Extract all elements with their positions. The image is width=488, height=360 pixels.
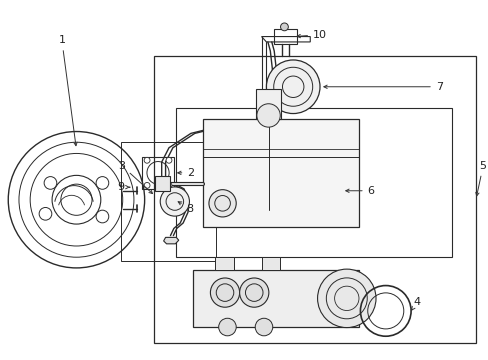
Text: 2: 2 bbox=[177, 168, 194, 178]
Circle shape bbox=[160, 187, 189, 216]
Text: 8: 8 bbox=[178, 202, 193, 214]
Bar bbox=[215, 257, 233, 270]
Circle shape bbox=[96, 210, 108, 223]
Bar bbox=[121, 142, 216, 261]
Circle shape bbox=[280, 23, 288, 31]
Circle shape bbox=[96, 177, 108, 189]
Circle shape bbox=[144, 183, 150, 188]
Circle shape bbox=[39, 207, 52, 220]
Text: 6: 6 bbox=[345, 186, 374, 196]
Text: 7: 7 bbox=[323, 82, 442, 92]
Text: 9: 9 bbox=[117, 182, 130, 192]
Circle shape bbox=[144, 157, 150, 163]
Circle shape bbox=[210, 278, 239, 307]
Text: 4: 4 bbox=[411, 297, 420, 310]
Circle shape bbox=[255, 318, 272, 336]
Bar bbox=[203, 119, 358, 226]
Bar bbox=[273, 30, 297, 44]
Bar bbox=[154, 56, 475, 343]
Bar bbox=[256, 89, 280, 119]
Circle shape bbox=[44, 177, 57, 189]
Circle shape bbox=[266, 60, 319, 113]
Circle shape bbox=[166, 157, 172, 163]
Bar bbox=[193, 270, 358, 327]
Circle shape bbox=[317, 269, 375, 328]
Text: 5: 5 bbox=[475, 161, 486, 196]
Circle shape bbox=[166, 183, 172, 188]
Text: 3: 3 bbox=[118, 161, 152, 194]
Polygon shape bbox=[163, 237, 179, 244]
Text: 10: 10 bbox=[297, 30, 326, 40]
Bar bbox=[261, 257, 280, 270]
Circle shape bbox=[239, 278, 268, 307]
Circle shape bbox=[256, 104, 280, 127]
Bar bbox=[142, 157, 174, 189]
Circle shape bbox=[218, 318, 236, 336]
Text: 1: 1 bbox=[58, 35, 77, 146]
Bar bbox=[155, 176, 170, 192]
Circle shape bbox=[208, 190, 236, 217]
Bar bbox=[176, 108, 450, 257]
